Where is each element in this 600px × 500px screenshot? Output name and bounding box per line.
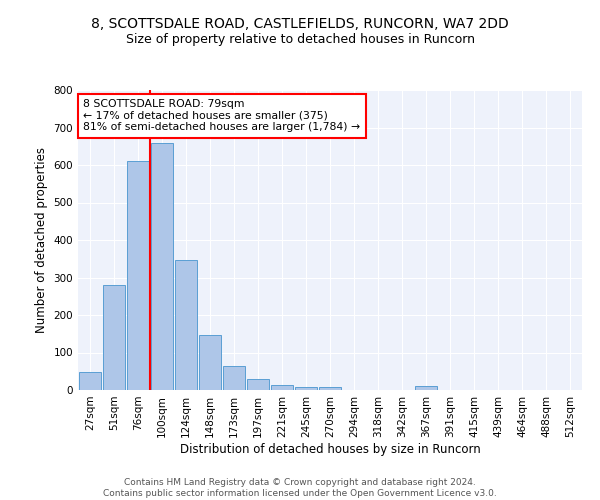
Bar [199, 334, 221, 390]
Y-axis label: Number of detached properties: Number of detached properties [35, 147, 48, 333]
Bar [415, 386, 437, 390]
X-axis label: Distribution of detached houses by size in Runcorn: Distribution of detached houses by size … [179, 442, 481, 456]
Bar [223, 366, 245, 390]
Bar [319, 387, 341, 390]
Text: 8 SCOTTSDALE ROAD: 79sqm
← 17% of detached houses are smaller (375)
81% of semi-: 8 SCOTTSDALE ROAD: 79sqm ← 17% of detach… [83, 99, 360, 132]
Text: Size of property relative to detached houses in Runcorn: Size of property relative to detached ho… [125, 32, 475, 46]
Bar [175, 260, 197, 390]
Bar [151, 142, 173, 390]
Bar [103, 285, 125, 390]
Bar [127, 160, 149, 390]
Bar [271, 385, 293, 390]
Text: Contains HM Land Registry data © Crown copyright and database right 2024.
Contai: Contains HM Land Registry data © Crown c… [103, 478, 497, 498]
Bar [79, 372, 101, 390]
Bar [247, 379, 269, 390]
Bar [295, 387, 317, 390]
Text: 8, SCOTTSDALE ROAD, CASTLEFIELDS, RUNCORN, WA7 2DD: 8, SCOTTSDALE ROAD, CASTLEFIELDS, RUNCOR… [91, 18, 509, 32]
